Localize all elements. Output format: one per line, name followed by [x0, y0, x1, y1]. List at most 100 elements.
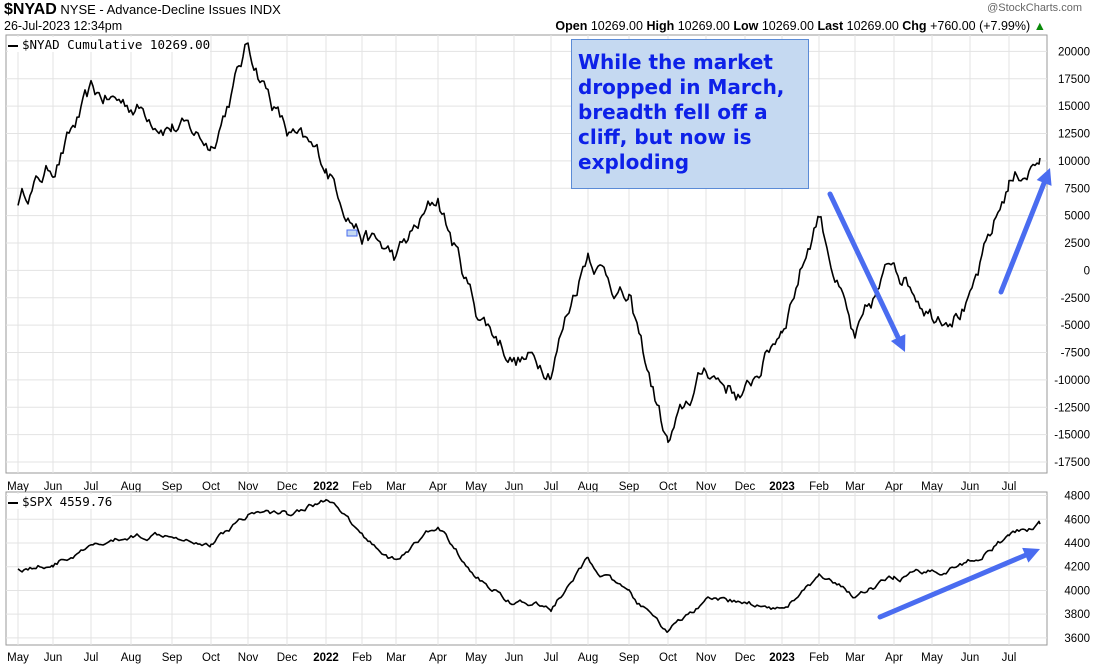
x-tick-label: Feb: [352, 481, 372, 493]
x-tick-label: Dec: [277, 481, 298, 493]
x-tick-label: Jun: [505, 652, 524, 664]
up-arrow-icon: ▲: [1033, 19, 1046, 33]
timestamp: 26-Jul-2023 12:34pm: [4, 19, 123, 33]
x-tick-label: 2022: [313, 652, 339, 664]
x-tick-label: Aug: [121, 652, 141, 664]
x-tick-label: 2022: [313, 481, 339, 493]
exchange: INDX: [249, 2, 281, 17]
x-tick-label: Dec: [735, 481, 756, 493]
high-label: High: [646, 19, 675, 33]
x-tick-label: Feb: [352, 652, 372, 664]
x-tick-label: Jul: [544, 652, 559, 664]
x-tick-label: Sep: [619, 481, 639, 493]
x-tick-label: Mar: [845, 652, 865, 664]
nyad-legend: $NYAD Cumulative 10269.00: [8, 37, 211, 52]
y-tick-label: 4200: [1064, 562, 1090, 574]
spx-legend-text: $SPX 4559.76: [22, 494, 113, 509]
x-tick-label: May: [7, 652, 29, 664]
x-tick-label: Apr: [885, 481, 903, 493]
description: NYSE - Advance-Decline Issues: [60, 2, 247, 17]
x-tick-label: Feb: [809, 652, 829, 664]
x-tick-label: Sep: [162, 652, 182, 664]
y-tick-label: -15000: [1054, 430, 1090, 442]
low-label: Low: [733, 19, 759, 33]
x-tick-label: Aug: [578, 481, 598, 493]
y-tick-label: 4400: [1064, 538, 1090, 550]
up-arrow-icon: [998, 168, 1052, 295]
y-tick-label: 5000: [1064, 211, 1090, 223]
x-tick-label: Feb: [809, 481, 829, 493]
watermark-text: @StockCharts.com: [987, 2, 1082, 14]
nyad-series-line: [17, 42, 1041, 444]
x-tick-label: Nov: [696, 481, 717, 493]
down-arrow-icon: [827, 191, 906, 352]
y-tick-label: 20000: [1058, 46, 1090, 58]
x-tick-label: May: [921, 481, 943, 493]
chg-label: Chg: [902, 19, 927, 33]
open-label: Open: [555, 19, 588, 33]
high-value: 10269.00: [677, 19, 730, 33]
y-tick-label: -10000: [1054, 375, 1090, 387]
chart-title: $NYAD NYSE - Advance-Decline Issues INDX: [4, 1, 281, 19]
x-tick-label: Dec: [735, 652, 756, 664]
x-tick-label: Apr: [885, 652, 903, 664]
y-tick-label: 4000: [1064, 585, 1090, 597]
legend-line-icon: [8, 501, 18, 504]
chg-value: +760.00 (+7.99%): [930, 19, 1031, 33]
x-tick-label: Oct: [202, 481, 221, 493]
legend-line-icon: [8, 44, 18, 47]
x-tick-label: Oct: [659, 652, 678, 664]
low-value: 10269.00: [761, 19, 814, 33]
x-tick-label: Mar: [386, 652, 406, 664]
y-tick-label: -17500: [1054, 457, 1090, 469]
y-tick-label: 0: [1084, 265, 1090, 277]
x-tick-label: Dec: [277, 652, 298, 664]
up-arrow-icon: [877, 547, 1040, 620]
y-tick-label: 2500: [1064, 238, 1090, 250]
x-tick-label: Oct: [659, 481, 678, 493]
x-tick-label: May: [7, 481, 29, 493]
plot-frame: [5, 491, 1048, 646]
x-tick-label: Nov: [696, 652, 717, 664]
x-tick-label: Sep: [162, 481, 182, 493]
watermark: @StockCharts.com: [987, 2, 1082, 14]
y-tick-label: 10000: [1058, 156, 1090, 168]
y-tick-label: 3800: [1064, 609, 1090, 621]
y-tick-label: 4600: [1064, 514, 1090, 526]
y-tick-label: 3600: [1064, 633, 1090, 645]
x-tick-label: Jul: [1002, 481, 1017, 493]
last-value: 10269.00: [846, 19, 899, 33]
x-tick-label: Jun: [961, 652, 980, 664]
x-tick-label: Jun: [44, 481, 63, 493]
last-label: Last: [817, 19, 844, 33]
x-tick-label: May: [465, 481, 487, 493]
y-tick-label: -2500: [1061, 293, 1090, 305]
x-tick-label: Jul: [544, 481, 559, 493]
x-tick-label: Aug: [578, 652, 598, 664]
x-tick-label: Apr: [429, 652, 447, 664]
x-tick-label: 2023: [769, 652, 795, 664]
y-tick-label: 7500: [1064, 183, 1090, 195]
event-marker: [346, 229, 358, 237]
x-tick-label: Nov: [238, 652, 259, 664]
symbol: $NYAD: [4, 1, 57, 18]
y-tick-label: 12500: [1058, 129, 1090, 141]
nyad-legend-text: $NYAD Cumulative 10269.00: [22, 37, 211, 52]
x-tick-label: Mar: [386, 481, 406, 493]
x-tick-label: Mar: [845, 481, 865, 493]
plot-frame: [5, 34, 1048, 474]
spx-series-line: [17, 498, 1041, 633]
spx-legend: $SPX 4559.76: [8, 494, 113, 509]
x-tick-label: Jul: [1002, 652, 1017, 664]
x-tick-label: Jun: [44, 652, 63, 664]
annotation-callout: While the market dropped in March, bread…: [571, 39, 809, 189]
x-tick-label: Aug: [121, 481, 141, 493]
x-tick-label: Nov: [238, 481, 259, 493]
x-tick-label: Sep: [619, 652, 639, 664]
y-tick-label: 17500: [1058, 74, 1090, 86]
y-tick-label: 15000: [1058, 101, 1090, 113]
x-tick-label: 2023: [769, 481, 795, 493]
y-tick-label: -5000: [1061, 320, 1090, 332]
y-tick-label: -12500: [1054, 402, 1090, 414]
x-tick-label: Jul: [84, 652, 99, 664]
